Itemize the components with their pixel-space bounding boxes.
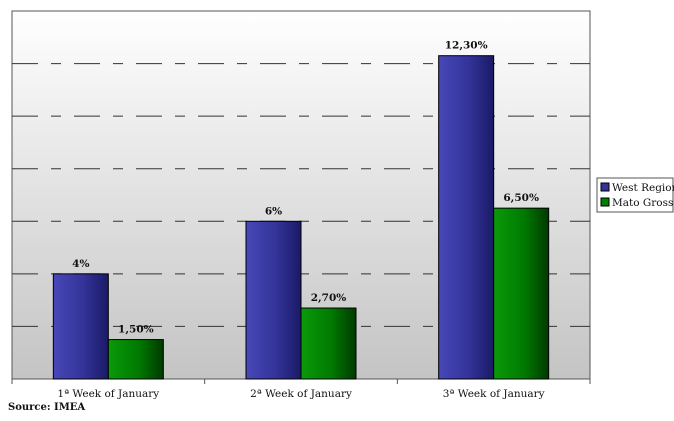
data-label: 6% xyxy=(265,205,282,217)
bar-mato-grosso xyxy=(107,339,164,380)
source-note: Source: IMEA xyxy=(8,402,86,413)
data-label: 1,50% xyxy=(118,324,154,336)
data-label: 6,50% xyxy=(503,192,539,204)
data-label: 4% xyxy=(72,258,89,270)
data-label: 2,70% xyxy=(311,292,347,304)
category-labels: 1ª Week of January 2ª Week of January 3ª W… xyxy=(57,388,544,400)
category-label: 3ª Week of January xyxy=(443,388,545,400)
legend-box xyxy=(596,177,674,213)
bar-west-region xyxy=(245,220,302,380)
category-label: 1ª Week of January xyxy=(57,388,159,400)
legend-swatch-west-region xyxy=(600,182,610,192)
legend: West Region Mato Grosso xyxy=(596,177,674,213)
bar-mato-grosso xyxy=(493,207,550,380)
bars: 4% 1,50% 6% 2,70% 12,30% 6,50% xyxy=(52,40,550,380)
legend-label-mato-grosso: Mato Grosso xyxy=(612,197,674,209)
category-label: 2ª Week of January xyxy=(250,388,352,400)
bar-west-region xyxy=(438,55,495,380)
legend-swatch-mato-grosso xyxy=(600,197,610,207)
category-ticks xyxy=(11,379,591,384)
data-label: 12,30% xyxy=(445,40,488,52)
bar-mato-grosso xyxy=(300,307,357,380)
legend-label-west-region: West Region xyxy=(612,182,674,194)
bar-west-region xyxy=(52,273,109,380)
